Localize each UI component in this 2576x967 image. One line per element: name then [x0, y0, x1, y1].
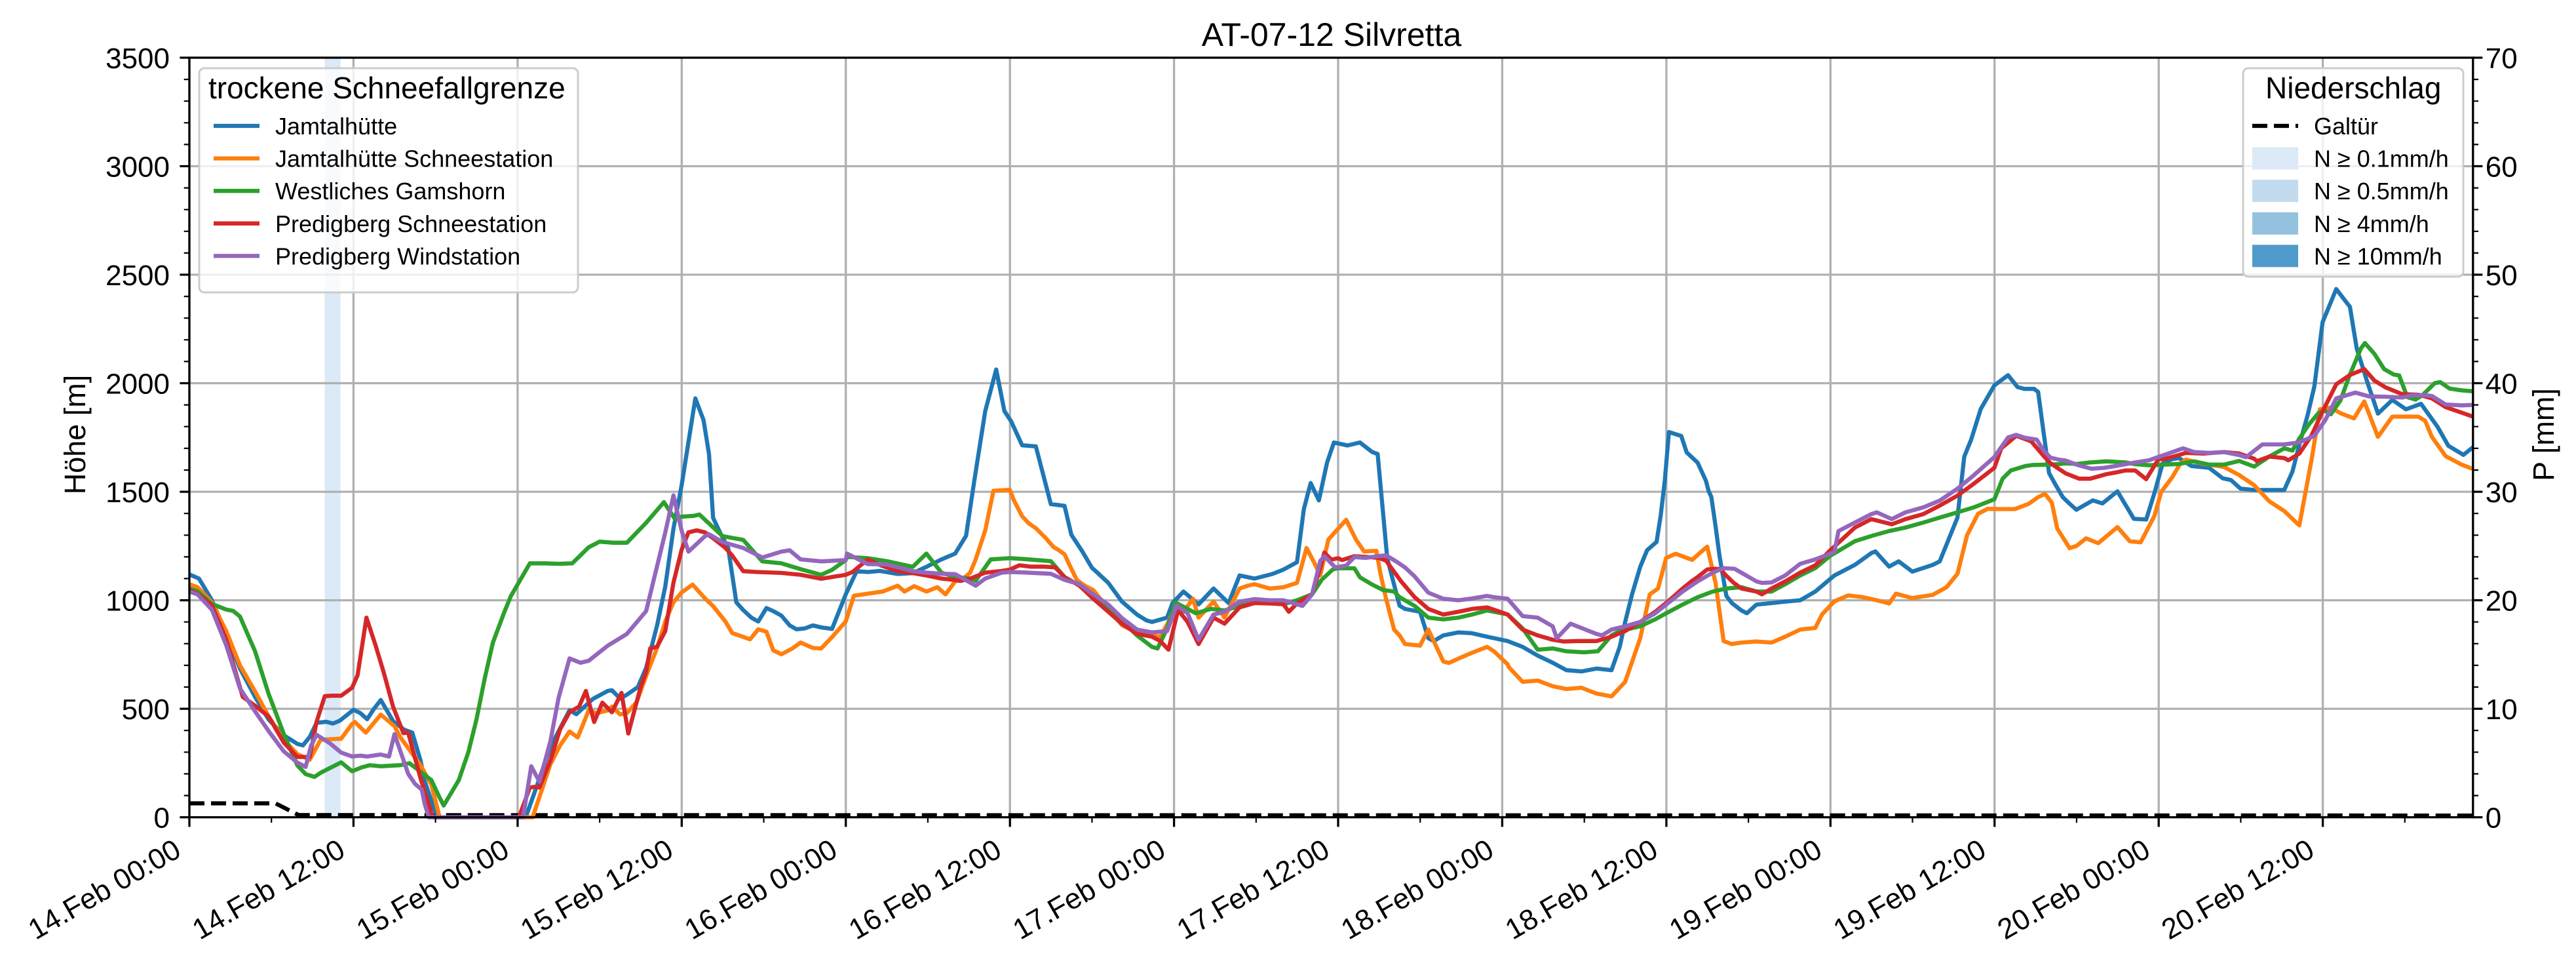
- svg-text:60: 60: [2486, 151, 2518, 184]
- svg-text:2000: 2000: [106, 368, 170, 401]
- svg-text:Jamtalhütte Schneestation: Jamtalhütte Schneestation: [275, 146, 553, 172]
- svg-text:N ≥ 4mm/h: N ≥ 4mm/h: [2314, 210, 2429, 237]
- svg-text:20: 20: [2486, 585, 2518, 618]
- svg-text:500: 500: [122, 694, 170, 726]
- svg-text:30: 30: [2486, 477, 2518, 509]
- svg-text:40: 40: [2486, 368, 2518, 401]
- svg-text:P [mm]: P [mm]: [2527, 388, 2560, 481]
- svg-text:Höhe [m]: Höhe [m]: [58, 375, 92, 495]
- svg-text:70: 70: [2486, 43, 2518, 75]
- svg-text:10: 10: [2486, 694, 2518, 726]
- svg-text:0: 0: [154, 802, 170, 835]
- svg-text:50: 50: [2486, 260, 2518, 292]
- svg-text:AT-07-12 Silvretta: AT-07-12 Silvretta: [1202, 16, 1462, 53]
- svg-text:3500: 3500: [106, 43, 170, 75]
- svg-text:N ≥ 10mm/h: N ≥ 10mm/h: [2314, 243, 2442, 269]
- svg-text:3000: 3000: [106, 151, 170, 184]
- svg-text:2500: 2500: [106, 260, 170, 292]
- svg-text:trockene Schneefallgrenze: trockene Schneefallgrenze: [208, 71, 566, 105]
- svg-text:N ≥ 0.5mm/h: N ≥ 0.5mm/h: [2314, 178, 2449, 205]
- svg-text:N ≥ 0.1mm/h: N ≥ 0.1mm/h: [2314, 146, 2449, 172]
- svg-text:Niederschlag: Niederschlag: [2265, 71, 2441, 105]
- svg-text:0: 0: [2486, 802, 2501, 835]
- svg-text:Jamtalhütte: Jamtalhütte: [275, 113, 397, 140]
- svg-text:1500: 1500: [106, 477, 170, 509]
- svg-text:1000: 1000: [106, 585, 170, 618]
- svg-text:Galtür: Galtür: [2314, 113, 2378, 140]
- svg-text:Predigberg Windstation: Predigberg Windstation: [275, 243, 520, 269]
- svg-text:Predigberg Schneestation: Predigberg Schneestation: [275, 210, 547, 237]
- svg-text:Westliches Gamshorn: Westliches Gamshorn: [275, 178, 505, 205]
